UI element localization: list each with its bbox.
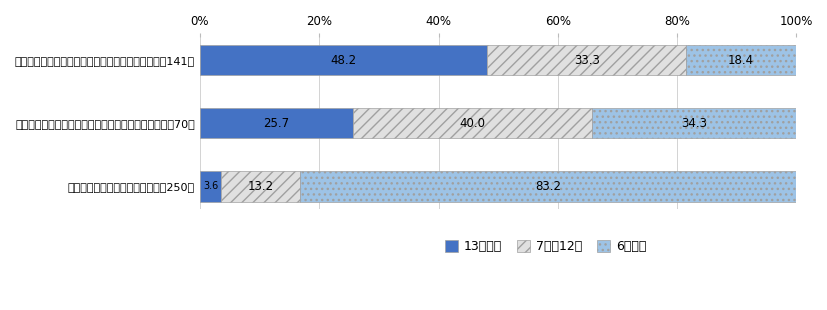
Bar <box>221 171 300 202</box>
Text: 40.0: 40.0 <box>459 117 485 130</box>
Text: 34.3: 34.3 <box>681 117 706 130</box>
Bar <box>300 171 796 202</box>
Bar <box>685 45 795 75</box>
Text: 48.2: 48.2 <box>330 54 356 67</box>
Bar <box>487 45 685 75</box>
Text: 83.2: 83.2 <box>534 180 561 193</box>
Bar <box>200 45 487 75</box>
Bar <box>200 108 353 138</box>
Text: 33.3: 33.3 <box>573 54 599 67</box>
Text: 25.7: 25.7 <box>263 117 289 130</box>
Bar <box>353 108 591 138</box>
Bar <box>591 108 796 138</box>
Text: 3.6: 3.6 <box>203 181 218 191</box>
Text: 18.4: 18.4 <box>727 54 753 67</box>
Bar <box>200 171 221 202</box>
Legend: 13点以上, 7点～12点, 6点以下: 13点以上, 7点～12点, 6点以下 <box>440 235 651 258</box>
Text: 13.2: 13.2 <box>247 180 274 193</box>
